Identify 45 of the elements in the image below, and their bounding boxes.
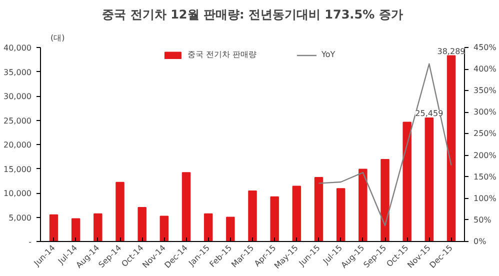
y-tick-label: 40,000 (4, 44, 32, 52)
y-tick-label: 5,000 (8, 213, 32, 222)
y-tick-label: 25,000 (4, 116, 32, 126)
y2-tick-label: 350% (474, 86, 497, 96)
data-label: 38,289 (437, 46, 466, 56)
y2-tick-label: 400% (474, 64, 497, 74)
bar (94, 213, 102, 242)
bar (336, 188, 346, 242)
y-tick-label: 30,000 (4, 92, 32, 101)
y-tick-label: 15,000 (4, 164, 32, 174)
y2-tick-label: 250% (474, 129, 497, 138)
y2-tick-label: 100% (474, 194, 497, 203)
y-tick-label: 35,000 (4, 68, 32, 77)
y-axis-title: (대) (50, 34, 65, 42)
chart-title: 중국 전기차 12월 판매량: 전년동기대비 173.5% 증가 (102, 8, 403, 22)
bar (424, 118, 434, 242)
y2-tick-label: 450% (474, 43, 497, 52)
data-label: 25,459 (415, 109, 444, 118)
bar (71, 218, 80, 242)
y2-tick-label: 150% (474, 172, 497, 182)
y2-tick-label: 300% (474, 108, 497, 117)
bar (49, 214, 58, 242)
bar (402, 122, 412, 242)
bar (358, 168, 368, 242)
bar (270, 196, 279, 242)
bar (226, 216, 235, 242)
bar (160, 216, 169, 242)
bar (314, 176, 324, 242)
legend-label: YoY (322, 50, 336, 59)
y2-tick-label: 200% (474, 150, 497, 160)
legend-label: 중국 전기차 판매량 (187, 49, 257, 60)
y-tick-label: 10,000 (4, 189, 32, 198)
bar (116, 182, 124, 242)
line-series (318, 63, 452, 226)
bar (204, 213, 213, 242)
bar (138, 207, 146, 242)
bar (292, 186, 302, 242)
y2-tick-label: 0% (474, 237, 487, 246)
y-tick-label: - (28, 238, 32, 246)
bar (182, 172, 191, 242)
y-tick-label: 20,000 (4, 140, 32, 150)
bar (248, 190, 257, 242)
bar (380, 159, 390, 242)
bar (446, 55, 456, 242)
y2-tick-label: 50% (474, 215, 492, 224)
